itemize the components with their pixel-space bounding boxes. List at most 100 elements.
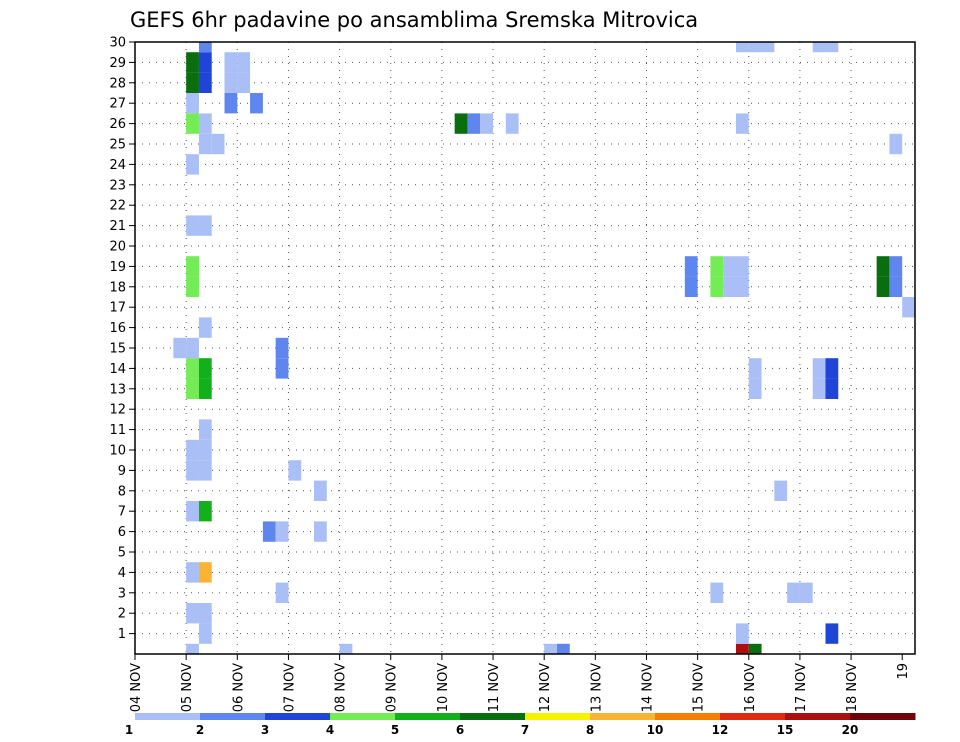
precip-cell: [544, 643, 557, 654]
legend-swatch: [395, 713, 461, 720]
precip-cell: [735, 643, 749, 654]
y-tick-label: 9: [118, 464, 126, 479]
precip-cell: [812, 378, 826, 399]
y-tick-label: 11: [109, 423, 126, 438]
precip-cell: [735, 113, 749, 134]
precip-cell: [198, 133, 212, 155]
legend-label: 15: [777, 723, 794, 737]
x-tick-label: 13 NOV: [589, 663, 604, 712]
legend-swatch: [525, 713, 591, 720]
precip-cell: [198, 72, 212, 93]
legend-label: 4: [326, 723, 334, 737]
legend-label: 5: [391, 723, 399, 737]
x-tick-label: 10 NOV: [436, 663, 451, 712]
precip-cell: [812, 42, 826, 53]
color-legend: 1 2 3 4 5 6 7 8 10 12 15 20: [125, 713, 916, 737]
precip-cell: [198, 419, 212, 440]
precip-cell: [735, 42, 749, 53]
precip-cell: [825, 42, 839, 53]
precip-cell: [186, 276, 199, 297]
precip-cell: [710, 276, 724, 297]
precip-cell: [748, 643, 762, 654]
legend-label: 8: [586, 723, 594, 737]
precip-cell: [314, 480, 327, 501]
plot-frame: [134, 41, 916, 655]
x-tick-label: 16 NOV: [743, 663, 758, 712]
precip-cell: [198, 439, 212, 461]
precip-cell: [198, 623, 212, 644]
x-tick-label: 09 NOV: [385, 663, 400, 712]
y-tick-label: 27: [109, 97, 126, 112]
legend-label: 3: [261, 723, 269, 737]
x-tick-label: 04 NOV: [129, 663, 144, 712]
x-tick-label: 14 NOV: [640, 663, 655, 712]
legend-label: 1: [125, 723, 133, 737]
precip-cell: [262, 521, 276, 542]
precip-cell: [186, 93, 199, 114]
y-tick-label: 24: [109, 158, 126, 173]
y-tick-label: 29: [109, 56, 126, 71]
y-tick-label: 26: [109, 117, 126, 132]
y-tick-label: 18: [109, 280, 126, 295]
x-tick-label: 12 NOV: [538, 663, 553, 712]
precip-cell: [224, 93, 238, 114]
x-tick-label: 15 NOV: [692, 663, 707, 712]
precip-cell: [186, 562, 199, 583]
precip-cell: [198, 215, 212, 236]
legend-swatch: [720, 713, 786, 720]
y-tick-label: 23: [109, 178, 126, 193]
legend-label: 2: [196, 723, 204, 737]
precip-cell: [186, 256, 199, 277]
x-tick-label: 18 NOV: [845, 663, 860, 712]
precip-cell: [812, 358, 826, 379]
precip-cell: [825, 623, 839, 644]
precip-cell: [761, 42, 775, 53]
legend-swatch: [265, 713, 331, 720]
precip-cell: [889, 133, 903, 155]
y-tick-label: 13: [109, 382, 126, 397]
x-tick-label: 07 NOV: [282, 663, 297, 712]
precip-cell: [748, 358, 762, 379]
grid-lines: [135, 42, 915, 654]
precip-cell: [186, 215, 199, 236]
y-tick-label: 22: [109, 199, 126, 214]
precip-cell: [710, 582, 724, 603]
precip-cell: [186, 72, 199, 93]
precip-cell: [211, 133, 225, 155]
y-tick-label: 14: [109, 362, 126, 377]
y-tick-label: 12: [109, 403, 126, 418]
y-tick-label: 15: [109, 342, 126, 357]
legend-swatch: [850, 713, 916, 720]
precip-cell: [556, 643, 570, 654]
legend-swatch: [135, 713, 201, 720]
precip-cell: [339, 643, 353, 654]
precip-cell: [876, 256, 890, 277]
y-tick-label: 8: [118, 484, 126, 499]
legend-swatch: [590, 713, 656, 720]
precip-cell: [288, 460, 302, 481]
x-tick-label: 19: [896, 663, 911, 680]
precip-cell: [198, 52, 212, 73]
x-tick-label: 11 NOV: [487, 663, 502, 712]
y-axis: 1234567891011121314151617181920212223242…: [109, 36, 135, 642]
precip-cell: [889, 276, 903, 297]
precip-cell: [275, 582, 289, 603]
y-tick-label: 10: [109, 444, 126, 459]
y-tick-label: 3: [118, 586, 126, 601]
precip-cell: [799, 582, 813, 603]
precip-cell: [748, 378, 762, 399]
legend-swatch: [655, 713, 721, 720]
precip-cell: [186, 460, 199, 481]
precip-cell: [314, 521, 327, 542]
x-tick-label: 05 NOV: [180, 663, 195, 712]
precip-cell: [505, 113, 519, 134]
precip-cell: [198, 501, 212, 522]
precip-cell: [275, 521, 289, 542]
y-tick-label: 6: [118, 525, 126, 540]
precip-cell: [889, 256, 903, 277]
precip-cell: [186, 154, 199, 175]
precip-cell: [710, 256, 724, 277]
y-tick-label: 20: [109, 240, 126, 255]
legend-label: 10: [647, 723, 664, 737]
